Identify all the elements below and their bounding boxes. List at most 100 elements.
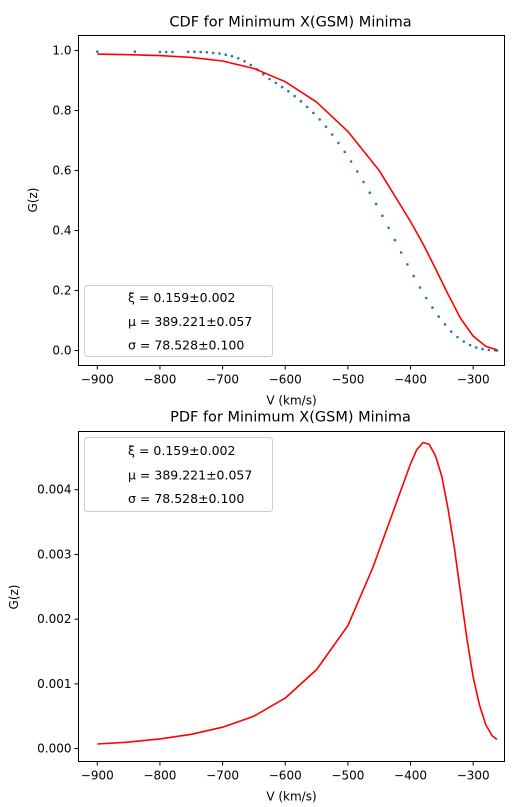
- x-tick-label: −400: [394, 373, 427, 387]
- x-tick-label: −600: [269, 373, 302, 387]
- data-point: [362, 180, 365, 184]
- data-point: [280, 85, 284, 89]
- legend-box: [84, 437, 273, 512]
- data-point: [249, 63, 253, 67]
- data-point: [406, 263, 409, 266]
- data-point: [243, 60, 246, 63]
- data-point: [355, 170, 359, 173]
- x-tick-label: −500: [331, 769, 364, 783]
- y-tick-label: 0.001: [37, 677, 71, 691]
- x-tick-label: −400: [394, 769, 427, 783]
- data-point: [95, 50, 99, 53]
- legend-entry-sigma: σ = 78.528±0.100: [128, 491, 244, 506]
- data-point: [236, 57, 240, 60]
- legend-entry-xi: ξ = 0.159±0.002: [128, 290, 235, 305]
- data-point: [186, 50, 190, 53]
- y-tick-label: 0.003: [37, 547, 71, 561]
- y-axis-label: G(z): [26, 188, 40, 213]
- plot-area: [97, 441, 498, 745]
- data-point: [193, 50, 196, 53]
- data-point: [211, 51, 215, 55]
- x-axis-label: V (km/s): [266, 394, 316, 408]
- data-point: [274, 81, 278, 85]
- x-tick-label: −300: [457, 769, 490, 783]
- plot-area: [95, 50, 499, 352]
- y-tick-label: 0.8: [52, 104, 71, 118]
- data-point: [387, 226, 390, 230]
- legend-entry-sigma: σ = 78.528±0.100: [128, 338, 244, 353]
- data-point: [443, 323, 447, 326]
- data-point: [418, 286, 422, 289]
- data-point: [199, 50, 202, 54]
- data-point: [481, 347, 484, 351]
- data-point: [305, 105, 309, 109]
- x-tick-label: −900: [81, 769, 114, 783]
- data-point: [431, 306, 434, 309]
- data-point: [312, 111, 315, 115]
- y-axis: 0.000 0.001 0.002 0.003 0.004: [37, 483, 79, 756]
- data-point: [133, 50, 137, 53]
- series-line: [97, 441, 498, 745]
- data-point: [164, 50, 168, 54]
- x-axis-label: V (km/s): [266, 790, 316, 804]
- x-tick-label: −700: [206, 769, 239, 783]
- pdf-chart: PDF for Minimum X(GSM) Minima −900 −800 −7…: [7, 410, 505, 804]
- data-point: [158, 50, 162, 54]
- y-tick-label: 1.0: [52, 44, 71, 58]
- y-tick-label: 0.4: [52, 224, 71, 238]
- data-point: [475, 346, 478, 349]
- data-point: [299, 99, 303, 103]
- data-point: [424, 296, 428, 300]
- y-tick-label: 0.002: [37, 612, 71, 626]
- y-tick-label: 0.004: [37, 483, 71, 497]
- y-axis: 0.0 0.2 0.4 0.6 0.8 1.0: [52, 44, 79, 358]
- series-line: [97, 53, 498, 351]
- data-point: [343, 150, 347, 154]
- data-point: [462, 340, 466, 343]
- data-point: [468, 343, 472, 347]
- data-point: [449, 330, 453, 333]
- data-point: [368, 191, 372, 194]
- x-tick-label: −800: [143, 769, 176, 783]
- chart-title: CDF for Minimum X(GSM) Minima: [169, 15, 411, 31]
- x-tick-label: −600: [269, 769, 302, 783]
- data-point: [293, 94, 296, 98]
- chart-title: PDF for Minimum X(GSM) Minima: [170, 410, 411, 426]
- x-tick-label: −300: [457, 373, 490, 387]
- data-point: [349, 160, 353, 163]
- legend-entry-mu: μ = 389.221±0.057: [128, 468, 252, 483]
- legend-entry-mu: μ = 389.221±0.057: [128, 314, 252, 329]
- y-axis-label: G(z): [7, 585, 21, 610]
- data-point: [224, 53, 228, 56]
- data-point: [324, 125, 328, 128]
- data-point: [171, 50, 174, 54]
- data-point: [205, 51, 209, 54]
- data-point: [393, 238, 397, 242]
- data-point: [437, 315, 441, 318]
- data-point: [337, 141, 340, 145]
- data-point: [287, 90, 290, 93]
- data-point: [318, 118, 321, 121]
- x-tick-label: −500: [331, 373, 364, 387]
- data-point: [374, 202, 378, 206]
- data-point: [487, 348, 491, 352]
- x-tick-label: −800: [143, 373, 176, 387]
- data-point: [230, 54, 234, 58]
- x-axis: −900 −800 −700 −600 −500 −400 −300: [81, 365, 490, 387]
- data-point: [456, 335, 459, 339]
- data-point: [399, 251, 403, 254]
- x-tick-label: −900: [81, 373, 114, 387]
- legend-entry-xi: ξ = 0.159±0.002: [128, 443, 235, 458]
- data-point: [381, 214, 384, 218]
- y-tick-label: 0.0: [52, 344, 71, 358]
- cdf-chart: CDF for Minimum X(GSM) Minima −900 −800 −7…: [26, 15, 505, 408]
- legend-box: [84, 285, 273, 357]
- y-tick-label: 0.000: [37, 742, 71, 756]
- x-axis: −900 −800 −700 −600 −500 −400 −300: [81, 761, 490, 783]
- y-tick-label: 0.6: [52, 164, 71, 178]
- axes-frame: [78, 431, 505, 762]
- data-point: [218, 52, 221, 55]
- axes-frame: [78, 35, 505, 366]
- data-point: [412, 274, 415, 278]
